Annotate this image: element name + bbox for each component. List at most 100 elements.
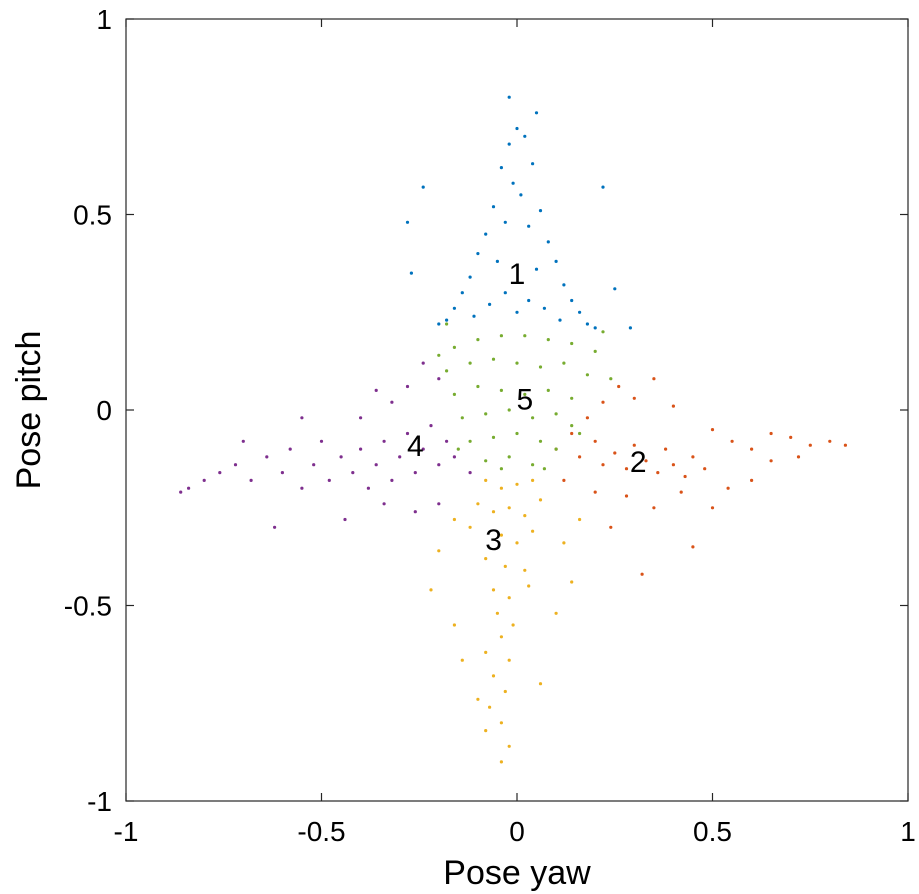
scatter-point-cluster-2	[613, 451, 617, 455]
scatter-point-cluster-5	[445, 369, 449, 373]
scatter-point-cluster-1	[445, 318, 449, 322]
scatter-point-cluster-3	[507, 744, 511, 748]
scatter-point-cluster-5	[491, 435, 496, 439]
scatter-point-cluster-4	[359, 416, 363, 420]
scatter-point-cluster-1	[531, 162, 535, 166]
scatter-point-cluster-2	[609, 525, 613, 529]
scatter-point-cluster-1	[593, 326, 597, 330]
scatter-point-cluster-2	[710, 428, 715, 432]
scatter-point-cluster-5	[515, 361, 519, 365]
scatter-point-cluster-2	[664, 447, 668, 451]
scatter-point-cluster-3	[499, 721, 503, 725]
scatter-point-cluster-2	[652, 377, 656, 381]
scatter-point-cluster-3	[531, 529, 535, 533]
scatter-point-cluster-3	[503, 564, 507, 569]
scatter-point-cluster-5	[531, 416, 535, 420]
scatter-point-cluster-5	[507, 408, 511, 412]
scatter-point-cluster-5	[460, 416, 464, 420]
scatter-point-cluster-2	[632, 443, 636, 447]
scatter-point-cluster-4	[233, 463, 238, 467]
scatter-point-cluster-4	[429, 424, 433, 428]
scatter-point-cluster-1	[546, 240, 550, 244]
scatter-point-cluster-1	[468, 275, 472, 279]
scatter-point-cluster-4	[374, 463, 378, 467]
scatter-point-cluster-1	[585, 322, 590, 326]
scatter-point-cluster-4	[382, 502, 386, 506]
scatter-point-cluster-4	[312, 463, 316, 467]
x-tick-label: -1	[114, 816, 139, 847]
scatter-point-cluster-1	[472, 314, 476, 318]
y-tick-label: -0.5	[64, 591, 112, 622]
scatter-point-cluster-4	[421, 447, 425, 451]
scatter-point-cluster-3	[570, 580, 574, 584]
scatter-point-cluster-4	[390, 478, 394, 482]
scatter-point-cluster-5	[507, 455, 511, 459]
scatter-point-cluster-4	[179, 490, 183, 494]
scatter-point-cluster-1	[476, 252, 480, 256]
scatter-point-cluster-2	[750, 478, 754, 482]
scatter-point-cluster-3	[452, 517, 456, 522]
scatter-point-cluster-4	[202, 478, 206, 482]
scatter-point-cluster-2	[644, 459, 648, 463]
scatter-point-cluster-1	[499, 166, 503, 170]
scatter-point-cluster-4	[319, 439, 324, 443]
scatter-point-cluster-3	[538, 682, 543, 686]
scatter-point-cluster-1	[452, 306, 456, 310]
scatter-point-cluster-3	[511, 623, 515, 627]
scatter-point-cluster-5	[531, 463, 535, 467]
scatter-point-cluster-3	[507, 596, 511, 600]
scatter-point-cluster-2	[679, 490, 683, 494]
scatter-point-cluster-1	[578, 310, 582, 314]
scatter-point-cluster-2	[683, 474, 687, 479]
scatter-point-cluster-4	[366, 486, 370, 490]
scatter-point-cluster-4	[265, 455, 269, 459]
scatter-point-cluster-4	[437, 502, 441, 506]
scatter-point-cluster-1	[515, 310, 519, 314]
scatter-point-cluster-5	[578, 431, 582, 436]
scatter-point-cluster-4	[351, 471, 355, 475]
scatter-point-cluster-3	[578, 517, 582, 522]
scatter-point-cluster-5	[542, 467, 547, 471]
scatter-point-cluster-3	[499, 760, 503, 764]
scatter-point-cluster-2	[671, 463, 676, 467]
scatter-point-cluster-3	[523, 568, 527, 572]
scatter-point-cluster-5	[523, 392, 527, 396]
scatter-point-cluster-4	[339, 455, 343, 459]
y-tick-label: 1	[96, 4, 112, 35]
x-axis-label: Pose yaw	[443, 854, 591, 892]
scatter-point-cluster-2	[691, 455, 695, 459]
scatter-point-cluster-1	[558, 318, 562, 322]
scatter-point-cluster-2	[624, 467, 629, 471]
scatter-point-cluster-1	[570, 298, 574, 303]
scatter-point-cluster-4	[437, 377, 441, 381]
scatter-point-cluster-3	[491, 588, 496, 592]
scatter-point-cluster-3	[437, 549, 441, 553]
scatter-point-cluster-1	[554, 259, 558, 263]
x-tick-label: 1	[900, 816, 916, 847]
scatter-point-cluster-1	[601, 185, 605, 189]
scatter-point-cluster-5	[452, 345, 456, 349]
scatter-point-cluster-5	[452, 392, 456, 396]
scatter-point-cluster-2	[570, 431, 574, 436]
scatter-point-cluster-5	[546, 338, 550, 342]
scatter-point-cluster-4	[343, 517, 347, 522]
scatter-point-cluster-2	[578, 455, 582, 459]
scatter-point-cluster-5	[499, 467, 503, 471]
scatter-point-cluster-3	[452, 623, 456, 627]
scatter-point-cluster-2	[843, 443, 848, 447]
scatter-point-cluster-2	[640, 572, 644, 576]
scatter-point-cluster-3	[499, 486, 503, 490]
scatter-point-cluster-5	[554, 412, 558, 416]
scatter-point-cluster-4	[452, 455, 456, 459]
scatter-point-cluster-4	[390, 400, 394, 404]
scatter-point-cluster-4	[288, 447, 292, 451]
scatter-point-cluster-4	[218, 471, 222, 475]
cluster-label-4: 4	[407, 430, 424, 463]
scatter-point-cluster-2	[769, 431, 773, 436]
points-layer	[179, 95, 848, 764]
scatter-point-cluster-4	[300, 486, 304, 490]
scatter-point-cluster-5	[554, 447, 558, 451]
scatter-point-cluster-4	[413, 510, 417, 514]
x-tick-label: 0	[509, 816, 525, 847]
